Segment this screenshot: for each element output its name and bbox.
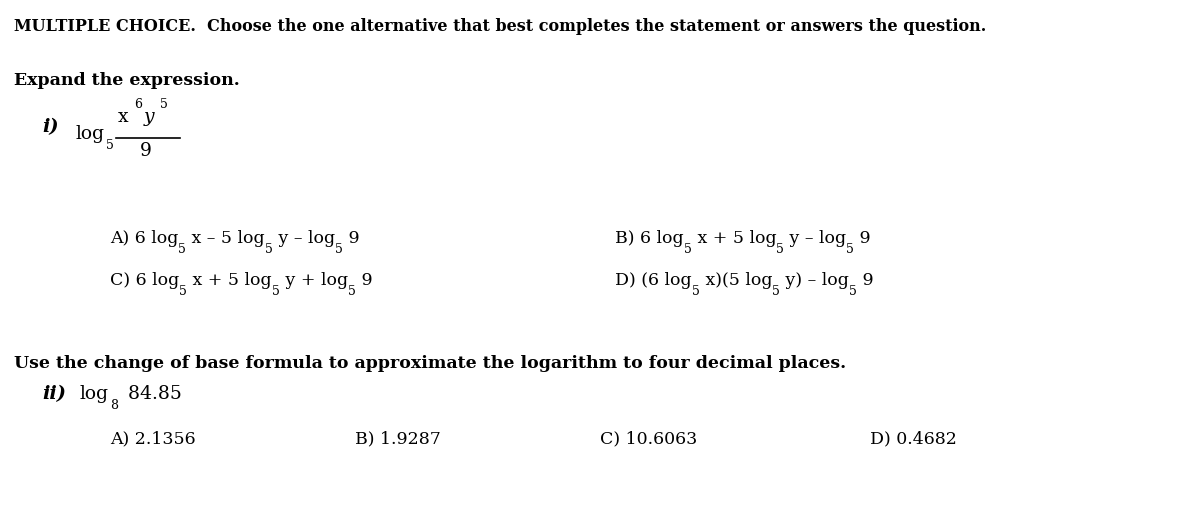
Text: 5: 5 xyxy=(772,285,780,298)
Text: MULTIPLE CHOICE.  Choose the one alternative that best completes the statement o: MULTIPLE CHOICE. Choose the one alternat… xyxy=(14,18,986,35)
Text: 5: 5 xyxy=(179,243,186,256)
Text: 5: 5 xyxy=(691,285,700,298)
Text: log: log xyxy=(80,385,109,403)
Text: A) 6 log: A) 6 log xyxy=(110,230,179,247)
Text: y + log: y + log xyxy=(280,272,348,289)
Text: y – log: y – log xyxy=(272,230,335,247)
Text: 5: 5 xyxy=(335,243,343,256)
Text: 9: 9 xyxy=(854,230,871,247)
Text: y: y xyxy=(144,108,155,126)
Text: 9: 9 xyxy=(343,230,359,247)
Text: Use the change of base formula to approximate the logarithm to four decimal plac: Use the change of base formula to approx… xyxy=(14,355,846,372)
Text: 5: 5 xyxy=(348,285,355,298)
Text: i): i) xyxy=(42,118,59,136)
Text: 9: 9 xyxy=(355,272,372,289)
Text: log: log xyxy=(76,125,106,143)
Text: 6: 6 xyxy=(134,98,142,111)
Text: y – log: y – log xyxy=(784,230,846,247)
Text: D) 0.4682: D) 0.4682 xyxy=(870,430,956,447)
Text: 5: 5 xyxy=(179,285,187,298)
Text: 5: 5 xyxy=(106,139,114,152)
Text: B) 6 log: B) 6 log xyxy=(616,230,684,247)
Text: x + 5 log: x + 5 log xyxy=(187,272,271,289)
Text: 5: 5 xyxy=(265,243,272,256)
Text: x)(5 log: x)(5 log xyxy=(700,272,772,289)
Text: A) 2.1356: A) 2.1356 xyxy=(110,430,196,447)
Text: 9: 9 xyxy=(857,272,874,289)
Text: x – 5 log: x – 5 log xyxy=(186,230,265,247)
Text: 84.85: 84.85 xyxy=(122,385,182,403)
Text: x + 5 log: x + 5 log xyxy=(691,230,776,247)
Text: 5: 5 xyxy=(776,243,784,256)
Text: ii): ii) xyxy=(42,385,66,403)
Text: x: x xyxy=(118,108,128,126)
Text: 5: 5 xyxy=(160,98,168,111)
Text: C) 10.6063: C) 10.6063 xyxy=(600,430,697,447)
Text: Expand the expression.: Expand the expression. xyxy=(14,72,240,89)
Text: 9: 9 xyxy=(140,142,152,160)
Text: C) 6 log: C) 6 log xyxy=(110,272,179,289)
Text: 5: 5 xyxy=(271,285,280,298)
Text: y) – log: y) – log xyxy=(780,272,848,289)
Text: 5: 5 xyxy=(846,243,854,256)
Text: B) 1.9287: B) 1.9287 xyxy=(355,430,440,447)
Text: 5: 5 xyxy=(848,285,857,298)
Text: 8: 8 xyxy=(110,399,118,412)
Text: D) (6 log: D) (6 log xyxy=(616,272,691,289)
Text: 5: 5 xyxy=(684,243,691,256)
